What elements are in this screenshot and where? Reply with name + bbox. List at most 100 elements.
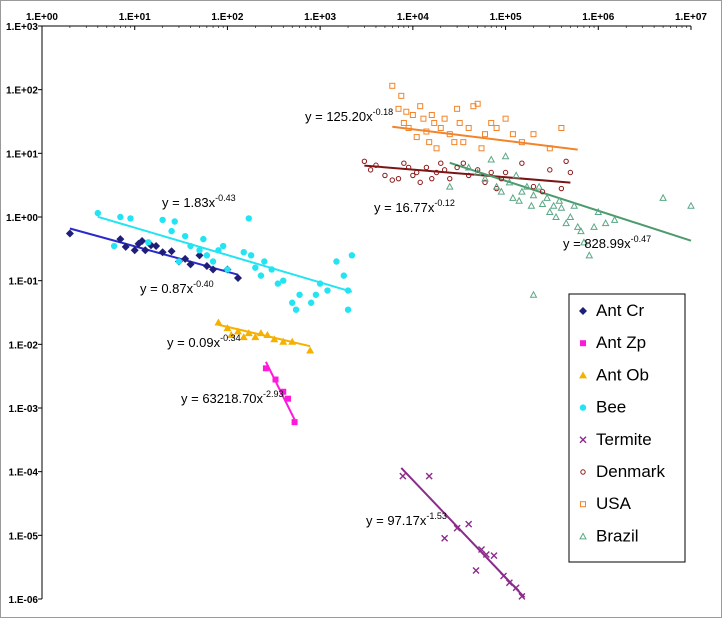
point-denmark <box>417 179 423 186</box>
point-brazil <box>481 174 489 182</box>
point-usa <box>446 131 453 138</box>
y-tick-label: 1.E-06 <box>9 595 39 606</box>
point-denmark <box>361 158 368 164</box>
point-ant-ob <box>288 337 297 345</box>
legend-label-termite: Termite <box>596 430 652 449</box>
point-termite <box>518 592 526 600</box>
y-tick-label: 1.E-04 <box>9 468 39 479</box>
x-tick-label: 1.E+00 <box>26 12 58 23</box>
point-bee <box>324 287 331 294</box>
trendline-equations: y = 0.87x-0.40 y = 63218.70x-2.93 y = 0.09… <box>140 107 651 528</box>
point-brazil <box>509 193 517 201</box>
point-bee <box>181 232 189 240</box>
point-termite <box>465 520 473 528</box>
point-brazil <box>566 212 575 220</box>
point-ant-ob <box>306 346 315 354</box>
point-brazil <box>523 182 531 190</box>
point-usa <box>426 139 433 146</box>
equation-brazil: y = 828.99x-0.47 <box>563 234 651 251</box>
point-usa <box>502 115 509 122</box>
point-bee <box>168 227 175 235</box>
point-ant-ob <box>227 331 236 339</box>
point-bee <box>127 215 134 222</box>
point-denmark <box>498 175 505 182</box>
point-brazil <box>610 215 619 223</box>
point-bee <box>245 215 252 222</box>
point-ant-cr <box>158 248 167 257</box>
point-usa <box>400 119 407 126</box>
point-bee <box>209 258 217 265</box>
x-tick-label: 1.E+01 <box>119 12 151 23</box>
point-termite <box>441 534 449 542</box>
point-bee <box>159 216 166 224</box>
point-usa <box>441 115 448 122</box>
point-brazil <box>529 191 538 199</box>
point-bee <box>261 258 268 265</box>
point-usa <box>546 145 553 152</box>
y-tick-label: 1.E-01 <box>9 277 39 288</box>
point-brazil <box>535 182 543 190</box>
point-bee <box>296 291 303 298</box>
point-ant-cr <box>138 236 147 245</box>
point-denmark <box>547 167 553 173</box>
point-usa <box>460 139 467 146</box>
legend-label-brazil: Brazil <box>596 526 639 545</box>
point-bee <box>200 235 207 243</box>
point-ant-cr <box>186 260 195 269</box>
point-denmark <box>373 162 379 168</box>
point-usa <box>474 100 481 107</box>
point-usa <box>482 131 489 138</box>
trendline-brazil <box>449 161 692 242</box>
point-ant-zp <box>284 395 291 402</box>
point-brazil <box>445 182 454 190</box>
point-ant-ob <box>256 329 265 337</box>
point-denmark <box>405 164 412 171</box>
point-usa <box>398 92 405 99</box>
point-ant-zp <box>291 419 298 426</box>
point-termite <box>490 552 498 560</box>
point-ant-cr <box>65 229 74 238</box>
legend-item-ant-zp: Ant Zp <box>580 333 646 352</box>
point-denmark <box>563 158 569 164</box>
point-usa <box>456 119 463 126</box>
point-ant-ob <box>239 333 248 341</box>
point-brazil <box>538 199 547 208</box>
point-bee <box>252 264 259 271</box>
point-brazil <box>577 227 585 235</box>
series-usa <box>389 82 565 152</box>
point-usa <box>395 105 402 112</box>
point-termite <box>425 472 433 480</box>
point-usa <box>478 145 485 152</box>
legend-marker-brazil <box>579 532 587 540</box>
point-ant-cr <box>116 235 125 244</box>
point-bee <box>316 280 324 287</box>
point-ant-ob <box>263 331 272 339</box>
point-brazil <box>464 163 473 171</box>
point-bee <box>224 266 231 273</box>
series-termite <box>399 472 526 600</box>
point-bee <box>110 242 118 250</box>
x-tick-label: 1.E+06 <box>582 12 614 23</box>
series-ant-ob <box>214 318 315 354</box>
point-usa <box>437 124 444 131</box>
point-usa <box>417 103 424 110</box>
point-bee <box>219 242 227 250</box>
legend-item-brazil: Brazil <box>579 526 639 545</box>
point-brazil <box>473 168 482 176</box>
point-brazil <box>518 187 526 195</box>
point-brazil <box>573 222 582 230</box>
point-bee <box>340 272 348 279</box>
point-brazil <box>487 155 496 163</box>
point-ant-cr <box>167 247 176 256</box>
point-bee <box>280 277 287 284</box>
point-brazil <box>529 290 538 298</box>
point-bee <box>145 239 152 246</box>
point-ant-cr <box>181 254 190 263</box>
point-usa <box>530 131 537 138</box>
legend-item-ant-cr: Ant Cr <box>579 301 645 320</box>
point-bee <box>117 213 124 221</box>
point-usa <box>420 115 427 122</box>
equation-termite: y = 97.17x-1.53 <box>366 511 447 528</box>
point-bee <box>274 280 282 287</box>
